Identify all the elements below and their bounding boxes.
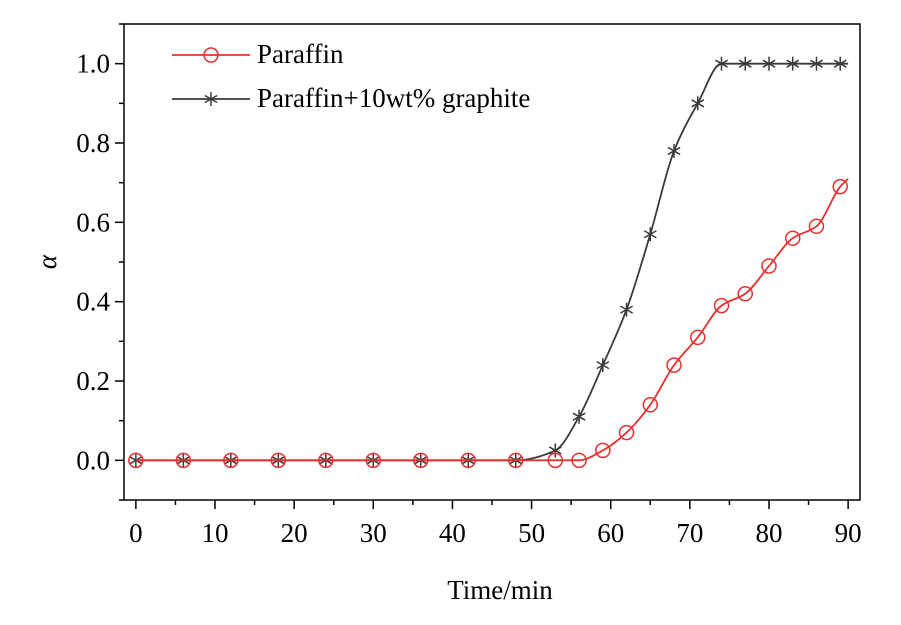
y-tick-label: 0.4	[76, 287, 110, 317]
data-point-paraffin-graphite	[762, 56, 776, 71]
data-point-paraffin-graphite	[643, 227, 657, 242]
data-point-paraffin-graphite	[786, 56, 800, 71]
y-tick-label: 0.8	[76, 128, 110, 158]
y-tick-label: 0.6	[76, 207, 110, 237]
x-axis-title: Time/min	[447, 575, 553, 605]
x-tick-label: 70	[676, 518, 703, 548]
data-point-paraffin-graphite	[572, 409, 586, 424]
legend-marker-paraffin	[203, 47, 219, 63]
x-tick-label: 90	[835, 518, 862, 548]
data-point-paraffin	[666, 357, 682, 373]
data-point-paraffin	[808, 218, 825, 235]
data-point-paraffin-graphite	[715, 56, 728, 71]
y-axis: 0.0 0.2 0.4 0.6 0.8 1.0	[76, 23, 124, 501]
data-point-paraffin-graphite	[738, 56, 752, 71]
data-point-paraffin-graphite	[667, 143, 681, 158]
data-point-paraffin	[270, 452, 287, 469]
data-point-paraffin	[737, 285, 753, 302]
data-point-paraffin	[784, 230, 801, 246]
y-axis-title: α	[32, 254, 62, 269]
legend-marker-paraffin-graphite	[204, 92, 218, 106]
data-point-paraffin	[460, 452, 477, 469]
x-tick-label: 0	[129, 518, 143, 548]
x-tick-label: 10	[202, 518, 229, 548]
x-tick-label: 60	[597, 518, 624, 548]
data-point-paraffin	[690, 329, 706, 346]
legend-label-paraffin-graphite: Paraffin+10wt% graphite	[257, 83, 530, 113]
data-point-paraffin	[365, 452, 382, 469]
data-point-paraffin	[318, 452, 334, 469]
data-point-paraffin-graphite	[620, 302, 634, 317]
data-point-paraffin	[128, 452, 144, 469]
data-point-paraffin	[413, 452, 429, 469]
series-line-paraffin-graphite	[135, 62, 849, 462]
series-line-paraffin	[135, 178, 849, 462]
data-point-paraffin	[618, 424, 635, 441]
legend-label-paraffin: Paraffin	[257, 39, 344, 69]
data-point-paraffin-graphite	[810, 56, 823, 71]
series-paraffin	[128, 178, 849, 469]
series-layer	[128, 56, 849, 469]
data-point-paraffin	[223, 452, 239, 469]
x-tick-label: 20	[281, 518, 308, 548]
x-tick-label: 30	[360, 518, 387, 548]
data-point-paraffin	[547, 452, 564, 469]
data-point-paraffin-graphite	[596, 358, 610, 373]
x-tick-label: 40	[439, 518, 466, 548]
x-axis: 0 10 20 30 40 50 60 70 80 90	[129, 500, 862, 548]
data-point-paraffin-graphite	[691, 96, 705, 111]
data-point-paraffin-graphite	[548, 443, 562, 458]
y-tick-label: 1.0	[76, 49, 110, 79]
data-point-paraffin	[175, 452, 192, 469]
legend: Paraffin Paraffin+10wt% graphite	[172, 39, 530, 113]
data-point-paraffin	[761, 258, 777, 274]
series-paraffin-graphite	[129, 56, 849, 468]
data-point-paraffin	[642, 397, 659, 413]
y-tick-label: 0.2	[76, 366, 110, 396]
x-tick-label: 80	[755, 518, 782, 548]
y-tick-label: 0.0	[76, 445, 110, 475]
data-point-paraffin	[571, 452, 587, 469]
data-point-paraffin	[713, 297, 730, 314]
data-point-paraffin-graphite	[833, 56, 847, 71]
data-point-paraffin	[832, 178, 848, 195]
data-point-paraffin	[507, 452, 524, 469]
data-point-paraffin	[595, 442, 611, 459]
x-tick-label: 50	[518, 518, 545, 548]
